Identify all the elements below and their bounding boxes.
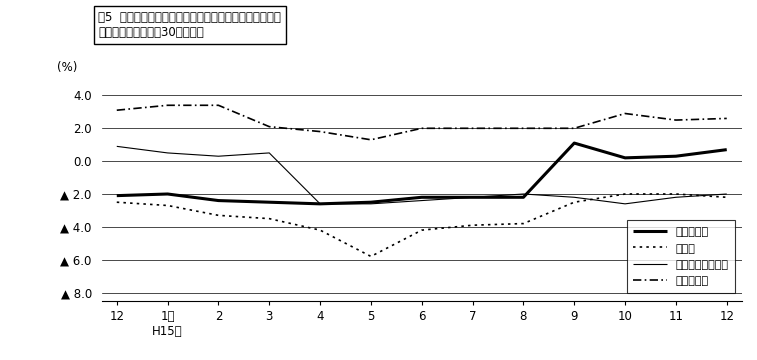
調査産業計 (214, 198, 223, 203)
サービス業 (214, 103, 223, 107)
製造業 (366, 254, 375, 258)
卸・小売・飲食店 (163, 151, 172, 155)
サービス業 (519, 126, 528, 130)
調査産業計 (112, 193, 121, 198)
製造業 (265, 216, 274, 221)
卸・小売・飲食店 (468, 195, 477, 199)
卸・小売・飲食店 (214, 154, 223, 158)
卸・小売・飲食店 (112, 144, 121, 149)
調査産業計 (417, 195, 426, 199)
製造業 (671, 192, 681, 196)
サービス業 (468, 126, 477, 130)
製造業 (112, 200, 121, 204)
サービス業 (621, 111, 630, 116)
Line: 調査産業計: 調査産業計 (117, 143, 727, 204)
サービス業 (722, 116, 731, 121)
サービス業 (570, 126, 579, 130)
Line: 卸・小売・飲食店: 卸・小売・飲食店 (117, 147, 727, 204)
調査産業計 (316, 202, 325, 206)
製造業 (722, 195, 731, 199)
卸・小売・飲食店 (417, 198, 426, 203)
調査産業計 (265, 200, 274, 204)
サービス業 (366, 138, 375, 142)
調査産業計 (468, 195, 477, 199)
卸・小売・飲食店 (519, 192, 528, 196)
サービス業 (163, 103, 172, 107)
サービス業 (417, 126, 426, 130)
卸・小売・飲食店 (366, 202, 375, 206)
卸・小売・飲食店 (671, 195, 681, 199)
サービス業 (265, 125, 274, 129)
調査産業計 (163, 192, 172, 196)
調査産業計 (722, 148, 731, 152)
製造業 (519, 221, 528, 226)
調査産業計 (519, 195, 528, 199)
Text: 図5  主要業種別・常用労働者数の推移〈対前年同月比〉
　　　　　　－規模30人以上－: 図5 主要業種別・常用労働者数の推移〈対前年同月比〉 －規模30人以上－ (98, 11, 282, 39)
サービス業 (316, 129, 325, 134)
製造業 (316, 228, 325, 232)
Line: 製造業: 製造業 (117, 194, 727, 256)
調査産業計 (671, 154, 681, 158)
卸・小売・飲食店 (722, 192, 731, 196)
卸・小売・飲食店 (621, 202, 630, 206)
調査産業計 (570, 141, 579, 145)
サービス業 (112, 108, 121, 112)
製造業 (570, 200, 579, 204)
Text: (%): (%) (57, 60, 77, 73)
調査産業計 (621, 156, 630, 160)
製造業 (417, 228, 426, 232)
Line: サービス業: サービス業 (117, 105, 727, 140)
製造業 (621, 192, 630, 196)
卸・小売・飲食店 (265, 151, 274, 155)
卸・小売・飲食店 (316, 202, 325, 206)
サービス業 (671, 118, 681, 122)
製造業 (214, 213, 223, 217)
Legend: 調査産業計, 製造業, 卸・小売・飲食店, サービス業: 調査産業計, 製造業, 卸・小売・飲食店, サービス業 (627, 220, 735, 293)
卸・小売・飲食店 (570, 195, 579, 199)
製造業 (468, 223, 477, 228)
調査産業計 (366, 200, 375, 204)
製造業 (163, 203, 172, 208)
